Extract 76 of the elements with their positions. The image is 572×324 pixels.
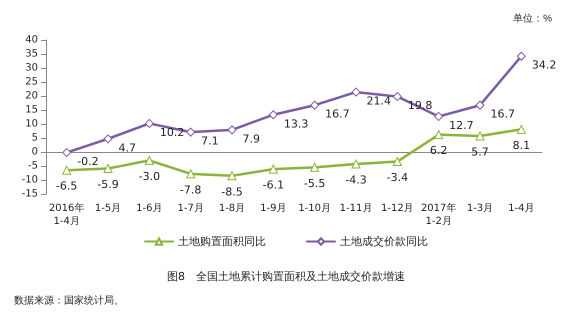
point — [310, 162, 320, 172]
point — [434, 130, 444, 140]
point — [186, 128, 196, 137]
point — [516, 52, 526, 61]
y-tick-label: 25 — [25, 76, 38, 88]
point — [392, 157, 402, 166]
point — [516, 124, 526, 134]
data-label: 7.1 — [201, 134, 219, 148]
data-label: 6.2 — [430, 144, 448, 158]
source-note: 数据来源：国家统计局。 — [14, 294, 124, 306]
point — [476, 100, 484, 110]
x-tick-label: 1-3月 — [466, 203, 494, 214]
data-label: 12.7 — [449, 118, 474, 132]
point — [62, 166, 72, 175]
data-label: -0.2 — [77, 155, 99, 168]
data-label: -5.9 — [97, 178, 119, 192]
data-label: 8.1 — [512, 138, 530, 152]
data-label: -6.5 — [56, 180, 78, 193]
data-label: -5.5 — [304, 176, 326, 190]
point — [310, 100, 320, 110]
y-tick-label: 40 — [25, 34, 38, 46]
data-label: -8.5 — [221, 185, 243, 198]
data-label: 10.2 — [160, 126, 184, 139]
y-tick-label: -10 — [22, 174, 38, 186]
y-tick-label: 20 — [25, 90, 38, 102]
y-tick-label: -15 — [22, 188, 38, 200]
x-tick-label: 1-8月 — [218, 203, 246, 214]
text: 单位：% — [513, 12, 552, 24]
x-tick-label: 1-12月 — [380, 203, 414, 214]
y-tick-label: 35 — [25, 48, 38, 60]
y-tick-label: 5 — [32, 132, 38, 144]
x-tick-label: 1-11月 — [340, 203, 372, 214]
y-tick-label: 30 — [25, 62, 38, 74]
point — [228, 125, 236, 134]
point — [392, 92, 402, 102]
point — [352, 88, 360, 97]
legend-label: 土地购置面积同比 — [178, 235, 266, 248]
point — [268, 110, 278, 120]
point — [104, 134, 112, 144]
x-tick-label: 1-7月 — [177, 203, 204, 214]
data-label: -7.8 — [180, 183, 202, 196]
data-label: -3.4 — [386, 171, 408, 184]
data-label: -6.1 — [262, 178, 284, 192]
point — [476, 132, 484, 141]
point — [352, 160, 360, 169]
y-tick-label: -5 — [28, 160, 38, 172]
point — [268, 164, 278, 174]
y-tick-label: 10 — [25, 118, 38, 130]
point — [434, 112, 444, 121]
point — [144, 118, 154, 128]
x-tick-label: 2017年 1-2月 — [420, 202, 456, 227]
y-tick-label: 15 — [25, 104, 38, 116]
point — [62, 148, 72, 158]
x-tick-label: 1-4月 — [508, 203, 535, 214]
text: 图8 全国土地累计购置面积及土地成交价款增速 — [167, 270, 405, 283]
data-label: 16.7 — [325, 108, 350, 121]
data-label: 13.3 — [284, 117, 308, 130]
y-tick-label: 0 — [32, 146, 38, 158]
data-label: -3.0 — [138, 170, 160, 183]
point — [144, 156, 154, 165]
x-tick-label: 1-6月 — [136, 203, 163, 214]
point — [186, 169, 196, 178]
legend-label: 土地成交价款同比 — [340, 235, 428, 248]
data-label: 5.7 — [471, 146, 489, 159]
data-label: -4.3 — [345, 174, 367, 187]
data-label: 7.9 — [242, 132, 260, 146]
data-label: 34.2 — [532, 58, 556, 72]
point — [228, 171, 236, 180]
x-tick-label: 1-10月 — [298, 203, 332, 214]
data-label: 16.7 — [490, 108, 515, 121]
point — [104, 164, 112, 174]
x-tick-label: 1-9月 — [260, 203, 287, 214]
data-label: 4.7 — [118, 141, 136, 154]
x-tick-label: 1-5月 — [94, 203, 122, 214]
x-tick-label: 2016年 1-4月 — [48, 202, 84, 227]
data-label: 21.4 — [366, 94, 391, 108]
